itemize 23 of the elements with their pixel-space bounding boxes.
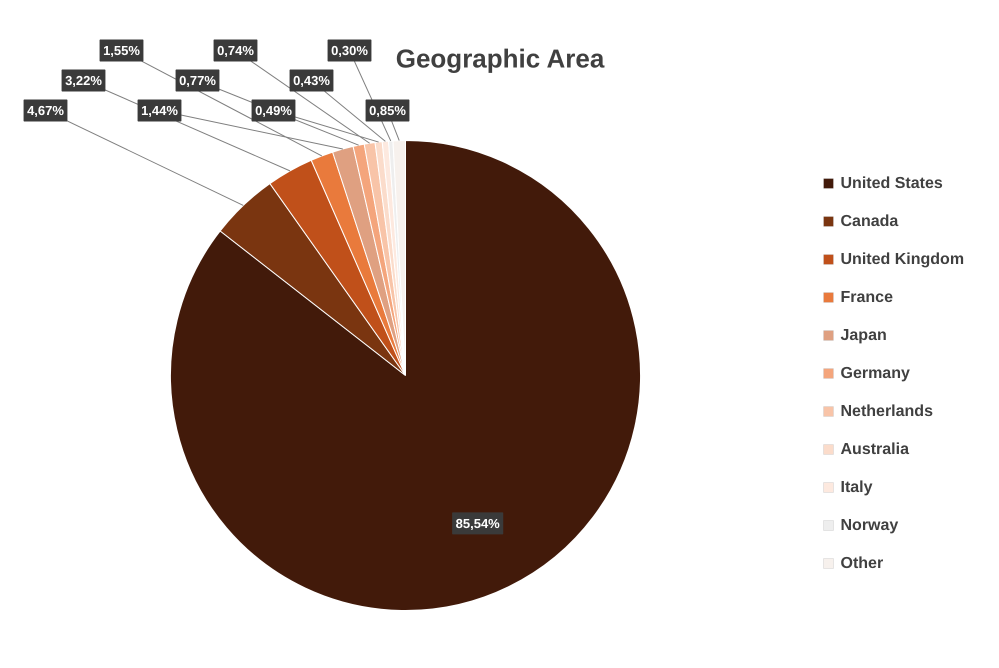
data-label: 85,54% xyxy=(456,516,500,531)
data-label: 0,49% xyxy=(255,103,292,118)
legend-label: United Kingdom xyxy=(840,251,964,268)
legend-label: Norway xyxy=(840,517,898,534)
data-label: 0,85% xyxy=(369,103,406,118)
data-label: 1,44% xyxy=(141,103,178,118)
legend-label: Italy xyxy=(840,479,873,496)
legend-label: Other xyxy=(840,555,884,572)
chart-title: Geographic Area xyxy=(396,44,605,74)
legend-label: Germany xyxy=(840,365,910,382)
legend-label: Netherlands xyxy=(840,403,934,420)
data-label: 0,30% xyxy=(331,43,368,58)
data-label: 0,43% xyxy=(293,73,330,88)
data-label: 0,77% xyxy=(179,73,216,88)
data-label: 4,67% xyxy=(27,103,64,118)
legend-label: Canada xyxy=(840,213,898,230)
legend-label: United States xyxy=(840,175,943,192)
legend-label: France xyxy=(840,289,894,306)
data-label: 0,74% xyxy=(217,43,254,58)
legend-label: Japan xyxy=(840,327,887,344)
data-label: 3,22% xyxy=(65,73,102,88)
legend-label: Australia xyxy=(840,441,910,458)
data-label: 1,55% xyxy=(103,43,140,58)
